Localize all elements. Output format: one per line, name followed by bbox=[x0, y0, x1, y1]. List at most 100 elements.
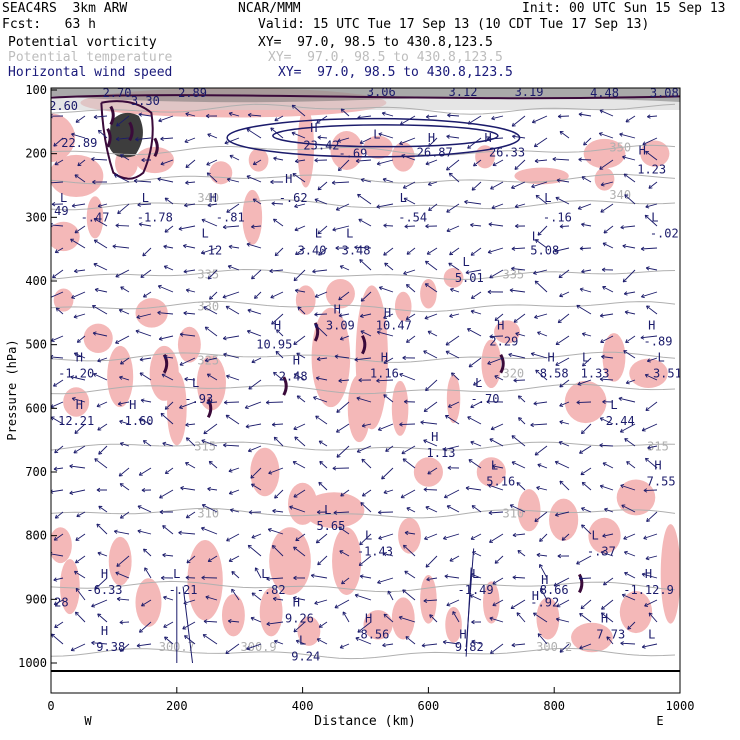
wind-vector-head bbox=[427, 330, 432, 335]
wind-vector-head bbox=[135, 137, 139, 142]
wind-vector-head bbox=[96, 523, 101, 528]
wind-vector-head bbox=[467, 328, 471, 332]
wind-vector bbox=[470, 441, 482, 447]
wind-vector bbox=[358, 218, 372, 227]
wind-vector-head bbox=[378, 286, 383, 291]
contour-value-label: L bbox=[591, 529, 598, 543]
wind-vector-head bbox=[179, 361, 184, 366]
contour-value-label: -.81 bbox=[216, 210, 245, 224]
wind-vector-head bbox=[511, 185, 515, 190]
wind-vector-head bbox=[357, 193, 362, 198]
wind-vector bbox=[273, 598, 284, 601]
wind-vector bbox=[510, 504, 526, 513]
wind-vector-head bbox=[492, 602, 497, 607]
wind-vector-head bbox=[178, 226, 183, 231]
wind-vector bbox=[120, 357, 130, 365]
wind-vector-head bbox=[116, 596, 121, 602]
pv-shading-blob bbox=[187, 540, 223, 621]
wind-vector bbox=[534, 445, 548, 456]
wind-vector bbox=[470, 533, 482, 540]
wind-vector bbox=[294, 203, 306, 208]
wind-vector bbox=[266, 401, 284, 404]
wind-speed-contour bbox=[272, 124, 499, 148]
wind-vector bbox=[400, 115, 416, 125]
wind-vector-head bbox=[163, 265, 168, 270]
wind-vector bbox=[289, 506, 306, 513]
wind-vector bbox=[70, 643, 86, 651]
contour-value-label: H bbox=[639, 143, 646, 157]
wind-vector bbox=[51, 489, 64, 493]
wind-vector-head bbox=[600, 208, 605, 213]
wind-vector bbox=[164, 225, 174, 233]
wind-vector bbox=[423, 488, 438, 491]
contour-value-label: 2.89 bbox=[178, 86, 207, 100]
wind-vector bbox=[599, 109, 614, 117]
wind-vector-head bbox=[534, 518, 539, 522]
theta-contour-label: 315 bbox=[194, 440, 216, 454]
contour-value-label: H bbox=[310, 121, 317, 135]
wind-vector-head bbox=[314, 600, 319, 605]
wind-vector-head bbox=[449, 313, 453, 318]
contour-value-label: -.16 bbox=[543, 210, 572, 224]
wind-vector bbox=[425, 379, 438, 391]
contour-value-label: H bbox=[601, 611, 608, 625]
wind-vector bbox=[53, 533, 64, 541]
wind-vector bbox=[559, 225, 570, 228]
wind-vector bbox=[119, 420, 130, 425]
wind-vector-head bbox=[426, 250, 431, 255]
wind-vector-head bbox=[293, 575, 297, 581]
pv-shading-blob bbox=[602, 333, 626, 382]
wind-vector-head bbox=[251, 534, 256, 539]
wind-vector bbox=[426, 577, 438, 581]
wind-vector-head bbox=[157, 284, 162, 289]
theta-contour bbox=[51, 103, 676, 115]
wind-vector-head bbox=[448, 172, 453, 177]
wind-vector-head bbox=[470, 440, 475, 445]
contour-value-label: H bbox=[648, 319, 655, 333]
wind-vector bbox=[225, 305, 240, 315]
wind-vector bbox=[120, 511, 130, 519]
wind-vector-head bbox=[535, 194, 540, 199]
x-tick-label: 400 bbox=[292, 699, 314, 713]
wind-vector bbox=[530, 423, 548, 426]
wind-vector-head bbox=[641, 644, 646, 649]
wind-vector-head bbox=[338, 313, 343, 318]
wind-vector-head bbox=[512, 134, 516, 139]
y-tick-label: 400 bbox=[25, 274, 47, 288]
wind-vector bbox=[428, 137, 438, 147]
contour-value-label: 9.82 bbox=[455, 640, 484, 654]
wind-vector-head bbox=[378, 535, 383, 540]
wind-vector-head bbox=[53, 536, 58, 541]
y-tick-label: 600 bbox=[25, 401, 47, 415]
wind-vector-head bbox=[316, 509, 321, 515]
wind-vector-head bbox=[70, 375, 75, 380]
contour-value-label: H bbox=[645, 567, 652, 581]
wind-vector bbox=[382, 178, 394, 183]
wind-vector bbox=[340, 489, 350, 497]
wind-vector bbox=[293, 546, 306, 557]
wind-vector bbox=[201, 219, 218, 227]
wind-vector bbox=[98, 505, 108, 513]
wind-vector-head bbox=[274, 117, 279, 122]
wind-vector bbox=[622, 269, 636, 283]
wind-vector-head bbox=[579, 287, 584, 292]
wind-vector-head bbox=[645, 407, 650, 412]
wind-vector-head bbox=[252, 198, 257, 203]
wind-vector-head bbox=[136, 643, 141, 648]
contour-value-label: 22.89 bbox=[61, 136, 97, 150]
wind-vector bbox=[471, 291, 482, 299]
wind-vector-head bbox=[601, 605, 606, 610]
wind-vector bbox=[246, 128, 262, 139]
wind-vector bbox=[97, 552, 108, 557]
wind-vector bbox=[69, 465, 86, 469]
wind-vector bbox=[494, 555, 504, 564]
wind-vector-head bbox=[641, 293, 645, 299]
wind-vector bbox=[164, 636, 174, 645]
wind-vector bbox=[362, 423, 372, 427]
wind-vector-head bbox=[337, 138, 342, 143]
wind-vector-head bbox=[537, 231, 542, 236]
wind-vector-head bbox=[336, 453, 341, 458]
wind-vector bbox=[511, 181, 526, 189]
wind-vector-head bbox=[536, 485, 540, 491]
contour-value-label: L bbox=[192, 376, 199, 390]
